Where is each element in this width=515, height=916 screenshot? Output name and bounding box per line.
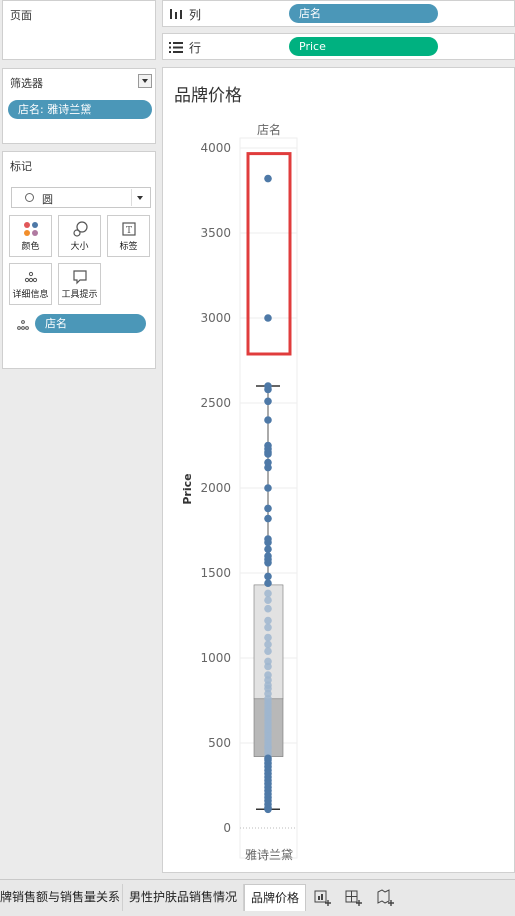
filter-pill-store[interactable]: 店名: 雅诗兰黛 bbox=[8, 100, 152, 119]
y-tick-label: 3500 bbox=[200, 226, 231, 240]
size-button-label: 大小 bbox=[70, 242, 89, 252]
data-point bbox=[264, 662, 272, 671]
detail-dots-icon bbox=[17, 320, 29, 330]
filters-panel: 筛选器 店名: 雅诗兰黛 bbox=[2, 68, 156, 144]
circle-mark-icon bbox=[25, 193, 34, 202]
data-point bbox=[264, 385, 272, 394]
y-tick-label: 4000 bbox=[200, 141, 231, 155]
color-button-label: 颜色 bbox=[21, 242, 40, 252]
label-icon: T bbox=[122, 222, 136, 236]
data-point bbox=[264, 596, 272, 604]
color-button[interactable]: 颜色 bbox=[9, 215, 52, 257]
detail-button-label: 详细信息 bbox=[12, 290, 49, 300]
columns-shelf-label: 列 bbox=[189, 8, 202, 22]
new-worksheet-icon[interactable] bbox=[313, 888, 335, 908]
data-point bbox=[264, 640, 272, 649]
sheet-title: 品牌价格 bbox=[174, 86, 242, 106]
filters-menu-button[interactable] bbox=[138, 74, 152, 88]
detail-pill-store[interactable]: 店名 bbox=[35, 314, 146, 333]
plot-pane bbox=[239, 137, 298, 859]
sheet-tab-bar: 牌销售额与销售量关系 男性护肤品销售情况 品牌价格 bbox=[0, 879, 515, 916]
detail-button[interactable]: 详细信息 bbox=[9, 263, 52, 305]
tooltip-button-label: 工具提示 bbox=[61, 290, 98, 300]
axis-layer: 0 500 1000 1500 2000 2500 3000 3500 4000 bbox=[200, 141, 231, 835]
columns-shelf: 列 店名 bbox=[162, 0, 515, 27]
outlier-highlight-box bbox=[246, 152, 292, 356]
data-point bbox=[264, 416, 272, 424]
tooltip-icon bbox=[73, 270, 87, 285]
data-point bbox=[264, 559, 272, 567]
rows-shelf-label: 行 bbox=[189, 41, 202, 55]
y-tick-label: 0 bbox=[223, 821, 231, 835]
y-tick-label: 2500 bbox=[200, 396, 231, 410]
box-plot-chart[interactable]: 0 500 1000 1500 2000 2500 3000 3500 4000 店名 雅诗兰黛… bbox=[163, 68, 514, 872]
rows-pill-price[interactable]: Price bbox=[289, 37, 438, 56]
y-tick-label: 1000 bbox=[200, 651, 231, 665]
data-point bbox=[264, 504, 272, 513]
data-point bbox=[264, 450, 272, 458]
marks-panel: 标记 圆 颜色 大小 T 标签 bbox=[2, 151, 156, 369]
category-label: 雅诗兰黛 bbox=[245, 847, 293, 862]
data-point bbox=[264, 514, 272, 523]
label-button-label: 标签 bbox=[119, 242, 138, 252]
marks-panel-title: 标记 bbox=[10, 160, 32, 173]
worksheet: 品牌价格 0 500 1000 1500 2000 2500 3000 3500 4000 店名… bbox=[162, 67, 515, 873]
detail-dots-icon bbox=[24, 271, 38, 283]
chevron-down-icon[interactable] bbox=[131, 189, 148, 206]
data-point bbox=[264, 589, 272, 598]
rows-icon bbox=[169, 42, 183, 53]
data-point bbox=[264, 616, 272, 625]
y-axis-title: Price bbox=[181, 473, 194, 504]
y-tick-label: 3000 bbox=[200, 311, 231, 325]
new-story-icon[interactable] bbox=[376, 888, 398, 908]
dots-layer bbox=[264, 174, 272, 814]
data-point bbox=[264, 463, 272, 472]
tab-men-skincare[interactable]: 男性护肤品销售情况 bbox=[123, 884, 244, 911]
tab-sales-relation[interactable]: 牌销售额与销售量关系 bbox=[0, 884, 123, 911]
rows-shelf: 行 Price bbox=[162, 33, 515, 60]
filters-panel-title: 筛选器 bbox=[10, 77, 43, 90]
size-icon bbox=[73, 221, 88, 237]
mark-type-dropdown[interactable]: 圆 bbox=[11, 187, 151, 208]
data-point bbox=[264, 579, 272, 587]
pages-panel: 页面 bbox=[2, 0, 156, 60]
label-button[interactable]: T 标签 bbox=[107, 215, 150, 257]
data-point bbox=[264, 647, 272, 655]
tab-brand-price[interactable]: 品牌价格 bbox=[244, 884, 306, 911]
data-point bbox=[264, 604, 272, 613]
data-point bbox=[264, 174, 272, 183]
data-point bbox=[264, 538, 272, 547]
column-header: 店名 bbox=[257, 122, 281, 137]
new-dashboard-icon[interactable] bbox=[344, 888, 366, 908]
data-point bbox=[264, 484, 272, 492]
data-point bbox=[264, 805, 272, 814]
size-button[interactable]: 大小 bbox=[58, 215, 101, 257]
tooltip-button[interactable]: 工具提示 bbox=[58, 263, 101, 305]
pages-panel-title: 页面 bbox=[10, 9, 32, 22]
data-point bbox=[264, 633, 272, 642]
columns-icon bbox=[170, 9, 182, 19]
color-dots-icon bbox=[24, 222, 38, 236]
y-tick-label: 2000 bbox=[200, 481, 231, 495]
svg-text:T: T bbox=[126, 226, 132, 236]
y-tick-label: 1500 bbox=[200, 566, 231, 580]
data-point bbox=[264, 572, 272, 581]
columns-pill-store[interactable]: 店名 bbox=[289, 4, 438, 23]
data-point bbox=[264, 397, 272, 406]
data-point bbox=[264, 314, 272, 322]
mark-type-label: 圆 bbox=[42, 193, 53, 206]
data-point bbox=[264, 623, 272, 632]
y-tick-label: 500 bbox=[208, 736, 231, 750]
data-point bbox=[264, 545, 272, 553]
